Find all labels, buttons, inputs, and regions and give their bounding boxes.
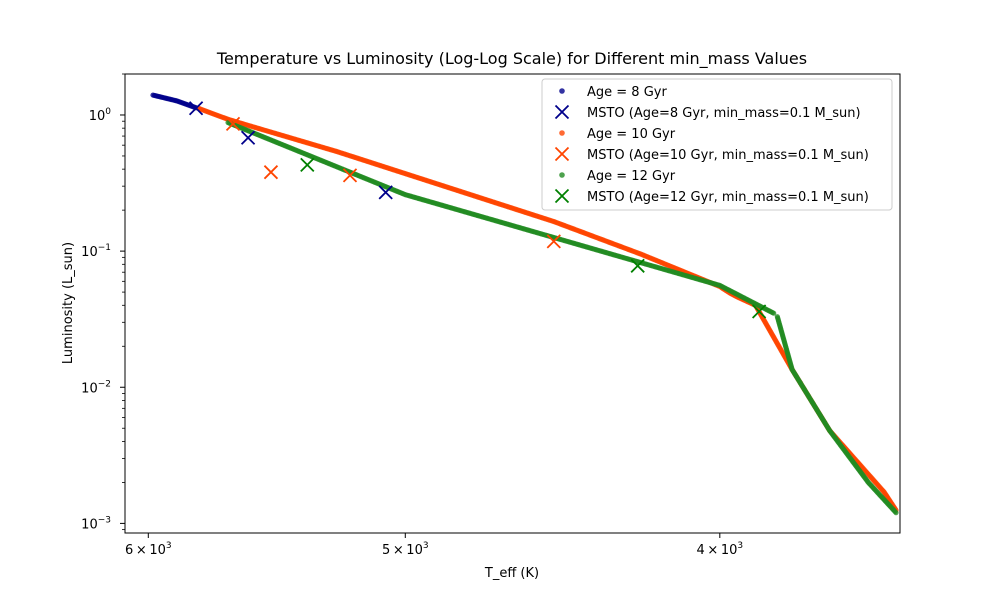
legend: Age = 8 Gyr MSTO (Age=8 Gyr, min_mass=0.1… (541, 78, 893, 211)
plot-area: 100 10−1 10−2 10−3 6 × 103 5 × 103 4 × 103 (81, 73, 901, 558)
legend-label-0: Age = 8 Gyr (587, 85, 667, 100)
x-tick-label-2: 4 × 103 (696, 541, 743, 558)
axes-frame (124, 73, 901, 534)
data-point-series-4-0-end (771, 310, 777, 316)
chart-title: Temperature vs Luminosity (Log-Log Scale… (216, 49, 807, 69)
y-axis-label: Luminosity (L_sun) (61, 242, 76, 364)
y-tick-label-2: 10−2 (81, 379, 111, 396)
y-tick-label-1: 10−1 (81, 243, 111, 260)
msto-marker-5-1 (630, 258, 645, 273)
legend-marker-1 (554, 104, 570, 120)
x-tick-label-0: 6 × 103 (125, 541, 172, 558)
legend-label-2: Age = 10 Gyr (587, 127, 676, 142)
legend-marker-3 (554, 146, 570, 162)
y-tick-label-0: 100 (89, 107, 112, 124)
legend-label-3: MSTO (Age=10 Gyr, min_mass=0.1 M_sun) (587, 148, 869, 163)
x-tick-label-1: 5 × 103 (382, 541, 429, 558)
legend-marker-2 (559, 130, 565, 136)
msto-marker-3-1 (263, 165, 279, 180)
legend-marker-4 (559, 172, 565, 178)
msto-marker-3-3 (546, 234, 561, 249)
msto-marker-1-2 (378, 185, 393, 200)
msto-marker-1-0 (188, 101, 204, 116)
y-tick-label-3: 10−3 (81, 515, 111, 532)
data-point-series-4-1-end (893, 510, 899, 516)
msto-marker-5-2 (751, 304, 767, 319)
legend-marker-0 (559, 88, 565, 94)
legend-box (541, 78, 893, 211)
msto-marker-3-2 (342, 168, 358, 183)
legend-label-5: MSTO (Age=12 Gyr, min_mass=0.1 M_sun) (587, 190, 869, 205)
legend-label-4: Age = 12 Gyr (587, 169, 676, 184)
legend-marker-5 (554, 188, 570, 204)
legend-label-1: MSTO (Age=8 Gyr, min_mass=0.1 M_sun) (587, 106, 861, 121)
msto-marker-1-1 (240, 130, 256, 145)
msto-marker-3-0 (225, 116, 241, 132)
msto-marker-5-0 (300, 157, 315, 173)
x-axis-label: T_eff (K) (484, 566, 539, 581)
